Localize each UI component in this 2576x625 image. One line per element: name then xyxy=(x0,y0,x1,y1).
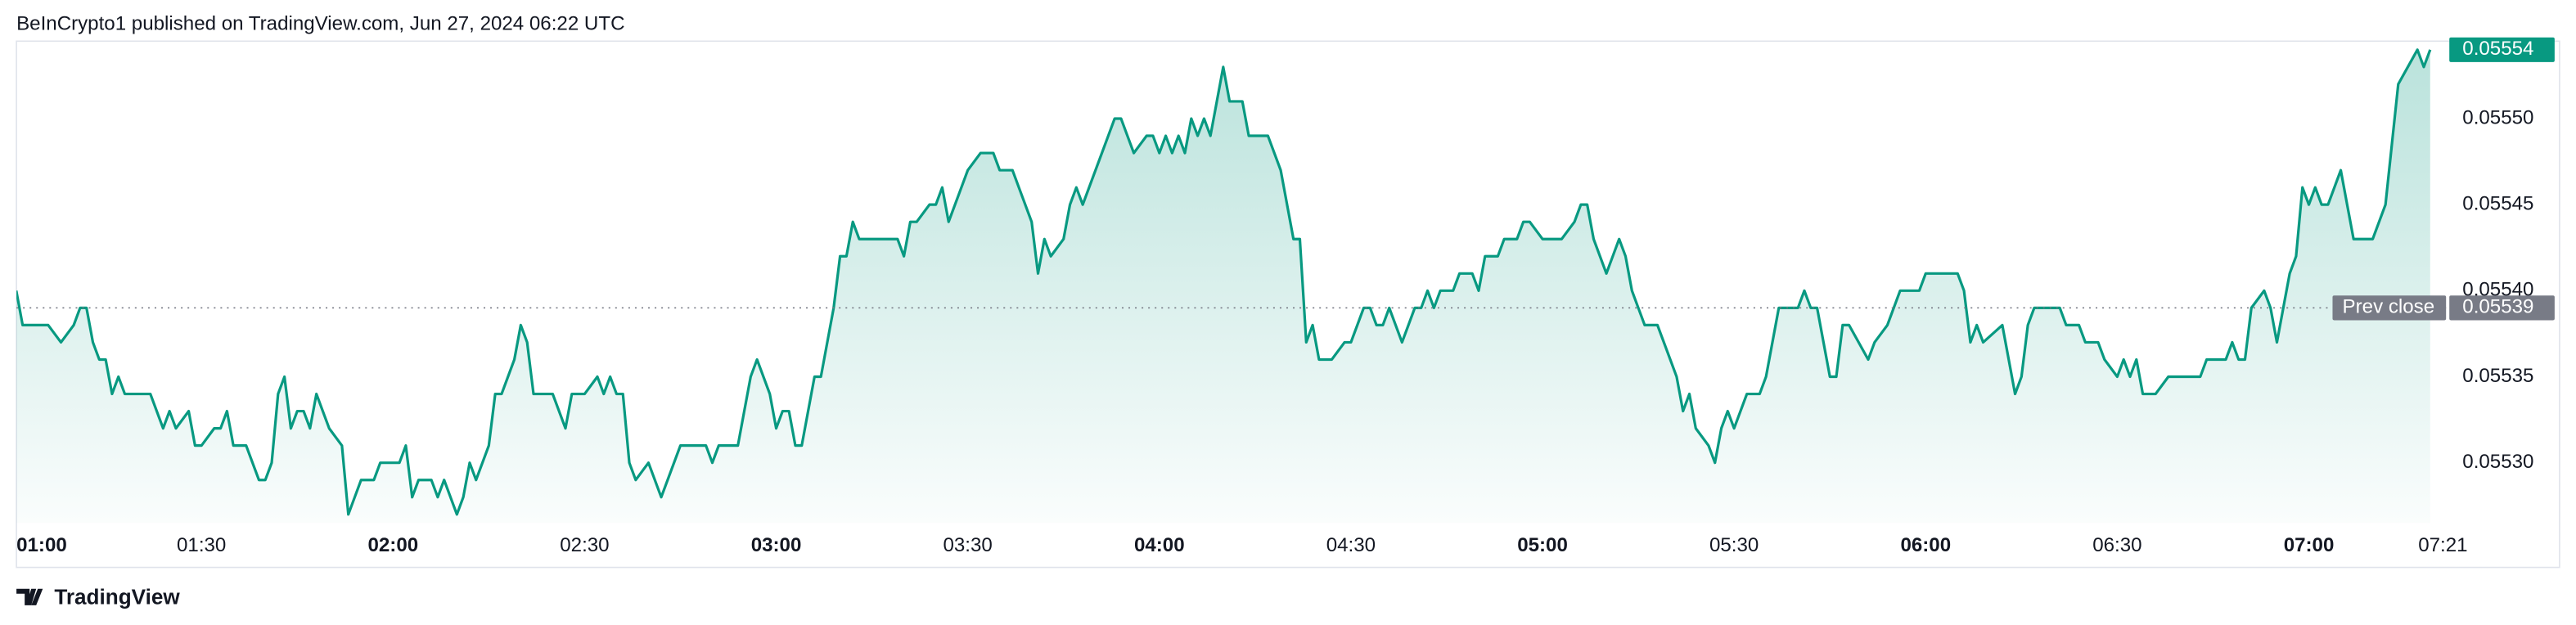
x-tick-label: 02:00 xyxy=(367,534,418,556)
plot-area xyxy=(16,48,2432,524)
x-tick-label: 03:00 xyxy=(751,534,802,556)
x-tick-label: 07:00 xyxy=(2284,534,2335,556)
brand-logo: TradingView xyxy=(16,585,180,609)
chart-title: BeInCrypto1 published on TradingView.com… xyxy=(16,13,624,35)
y-tick-label: 0.05535 xyxy=(2462,365,2533,387)
prev-close-value-tag xyxy=(2449,295,2555,321)
price-line xyxy=(16,48,2432,516)
x-tick-label: 06:30 xyxy=(2092,534,2141,556)
y-tick-label: 0.05530 xyxy=(2462,451,2533,473)
area-fill xyxy=(16,49,2430,524)
x-tick-label: 03:30 xyxy=(943,534,992,556)
prev-close-label: Prev close xyxy=(2343,296,2435,318)
last-price-label: 0.05554 xyxy=(2462,38,2533,60)
x-tick-label: 05:00 xyxy=(1517,534,1568,556)
x-tick-label: 02:30 xyxy=(560,534,609,556)
x-tick-label: 05:30 xyxy=(1709,534,1759,556)
last-price-tag xyxy=(2449,37,2555,62)
prev-close-tag xyxy=(2332,295,2447,321)
x-tick-label: 04:30 xyxy=(1326,534,1376,556)
x-tick-label: 01:00 xyxy=(16,534,67,556)
x-tick-label: 01:30 xyxy=(177,534,226,556)
y-tick-label: 0.05550 xyxy=(2462,106,2533,128)
y-tick-label: 0.05545 xyxy=(2462,193,2533,215)
prev-close-value: 0.05539 xyxy=(2462,296,2533,318)
x-tick-label: 07:21 xyxy=(2418,534,2467,556)
x-tick-label: 04:00 xyxy=(1134,534,1185,556)
brand-name: TradingView xyxy=(54,585,180,609)
x-tick-label: 06:00 xyxy=(1900,534,1951,556)
